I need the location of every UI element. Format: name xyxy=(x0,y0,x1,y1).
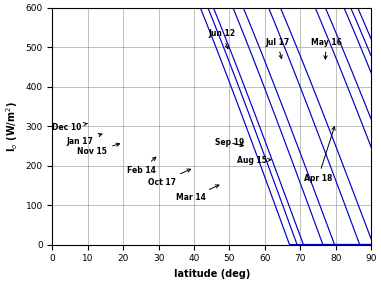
Text: Dec 10: Dec 10 xyxy=(53,123,87,132)
Text: Oct 17: Oct 17 xyxy=(148,169,190,187)
Text: Apr 18: Apr 18 xyxy=(304,127,335,183)
Y-axis label: I$_o$ (W/m$^2$): I$_o$ (W/m$^2$) xyxy=(4,101,20,152)
Text: Nov 15: Nov 15 xyxy=(77,143,120,156)
Text: Jul 17: Jul 17 xyxy=(265,38,289,58)
Text: Jan 17: Jan 17 xyxy=(67,134,102,146)
Text: Aug 15: Aug 15 xyxy=(237,156,271,165)
Text: May 16: May 16 xyxy=(311,38,342,59)
Text: Jun 12: Jun 12 xyxy=(208,29,235,49)
X-axis label: latitude (deg): latitude (deg) xyxy=(174,269,250,279)
Text: Feb 14: Feb 14 xyxy=(127,157,156,175)
Text: Mar 14: Mar 14 xyxy=(176,185,219,202)
Text: Sep 19: Sep 19 xyxy=(215,138,245,147)
